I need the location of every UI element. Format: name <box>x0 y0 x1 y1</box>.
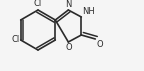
Text: NH: NH <box>82 7 95 16</box>
Text: O: O <box>65 43 72 52</box>
Text: Cl: Cl <box>34 0 42 8</box>
Text: N: N <box>65 0 72 9</box>
Text: Cl: Cl <box>11 36 20 45</box>
Text: O: O <box>96 40 103 49</box>
